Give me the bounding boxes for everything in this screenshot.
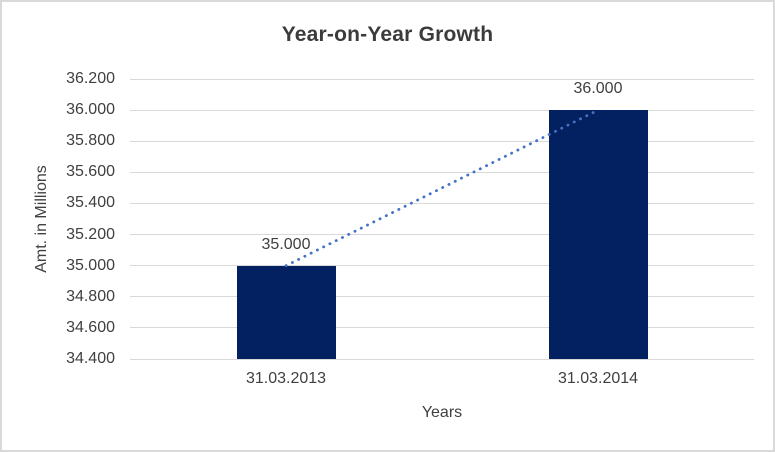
x-tick-label: 31.03.2013	[245, 370, 327, 387]
y-tick-label: 34.600	[66, 318, 115, 336]
x-axis-title: Years	[421, 404, 463, 421]
gridline	[130, 358, 754, 360]
bar	[236, 265, 336, 359]
gridline	[130, 140, 754, 142]
y-tick-label: 35.600	[66, 163, 115, 181]
x-tick-label: 31.03.2014	[557, 370, 639, 387]
data-label: 36.000	[573, 80, 623, 98]
gridline	[130, 296, 754, 298]
bar	[548, 110, 648, 359]
y-tick-label: 35.400	[66, 194, 115, 212]
y-tick-label: 36.200	[66, 70, 115, 87]
y-tick-label: 35.000	[66, 256, 115, 274]
data-label: 35.000	[261, 235, 311, 253]
gridline	[130, 78, 754, 80]
y-tick-label: 35.200	[66, 225, 115, 243]
y-tick-label: 34.400	[66, 350, 115, 367]
y-tick-label: 35.800	[66, 132, 115, 150]
y-tick-label: 36.000	[66, 101, 115, 119]
gridline	[130, 327, 754, 329]
y-tick-label: 34.800	[66, 287, 115, 305]
chart-title: Year-on-Year Growth	[281, 23, 494, 46]
gridline	[130, 265, 754, 267]
gridline	[130, 109, 754, 111]
gridline	[130, 171, 754, 173]
gridline	[130, 202, 754, 204]
